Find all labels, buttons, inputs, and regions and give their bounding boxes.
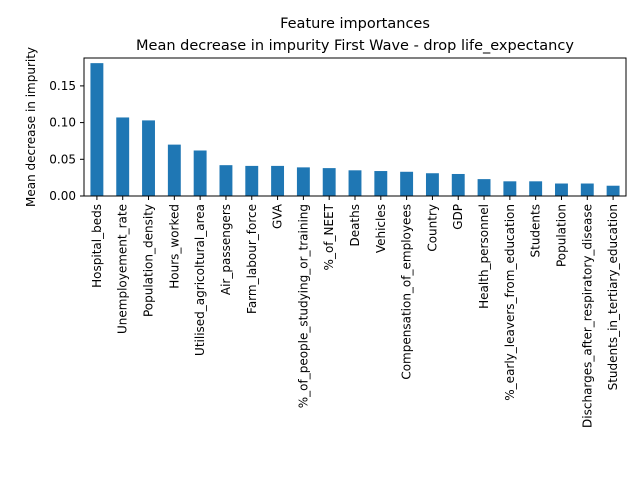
x-tick-label: Air_passengers: [219, 204, 233, 295]
x-tick-label: Country: [425, 204, 439, 252]
y-tick-label: 0.05: [49, 152, 76, 166]
x-tick-label: %_of_NEET: [322, 203, 336, 270]
bar: [90, 63, 104, 196]
x-tick-label: %_of_people_studying_or_training: [296, 204, 310, 408]
bar: [425, 173, 439, 196]
x-tick-label: Hospital_beds: [90, 204, 104, 288]
x-tick-label: GDP: [451, 204, 465, 230]
plot-frame: [83, 57, 627, 197]
bar: [400, 171, 414, 196]
bar: [555, 183, 568, 196]
bar: [451, 173, 465, 196]
bar: [271, 165, 285, 196]
x-axis-ticks: Hospital_beds Unemployement_rate Populatio…: [90, 196, 620, 428]
y-axis-ticks: 0.00 0.05 0.10 0.15: [49, 79, 84, 203]
bar: [606, 185, 620, 196]
bar: [116, 117, 130, 196]
y-tick-label: 0.15: [49, 79, 76, 93]
bar: [374, 171, 388, 196]
bar: [219, 165, 233, 196]
bar: [296, 167, 310, 196]
x-tick-label: Farm_labour_force: [245, 204, 259, 314]
bar: [245, 165, 259, 196]
x-tick-label: Deaths: [348, 204, 362, 247]
bar: [503, 181, 517, 196]
bar-series: [90, 63, 620, 196]
x-tick-label: Population: [554, 204, 568, 267]
y-tick-label: 0.00: [49, 189, 76, 203]
bar: [142, 120, 155, 196]
x-tick-label: Population_density: [142, 204, 156, 317]
bar: [477, 179, 491, 196]
x-tick-label: %_early_leavers_from_education: [503, 204, 517, 401]
x-tick-label: Utilised_agricoltural_area: [193, 204, 207, 356]
chart-title: Feature importances: [280, 16, 430, 32]
bar: [193, 150, 207, 196]
x-tick-label: Unemployement_rate: [116, 204, 130, 334]
bar: [529, 181, 543, 196]
y-axis-label: Mean decrease in impurity: [24, 47, 38, 207]
bar: [580, 183, 594, 196]
x-tick-label: Compensation_of_employees: [400, 204, 414, 380]
x-tick-label: Health_personnel: [477, 204, 491, 309]
x-tick-label: Hours_worked: [167, 204, 181, 289]
bar: [167, 144, 181, 196]
chart-subtitle: Mean decrease in impurity First Wave - d…: [136, 38, 574, 54]
bar: [348, 170, 362, 196]
x-tick-label: Vehicles: [374, 204, 388, 253]
x-tick-label: Discharges_after_respiratory_disease: [580, 204, 594, 428]
x-tick-label: GVA: [271, 203, 285, 229]
y-tick-label: 0.10: [49, 116, 76, 130]
x-tick-label: Students_in_tertiary_education: [606, 204, 620, 390]
x-tick-label: Students: [529, 204, 543, 258]
bar: [322, 168, 336, 196]
